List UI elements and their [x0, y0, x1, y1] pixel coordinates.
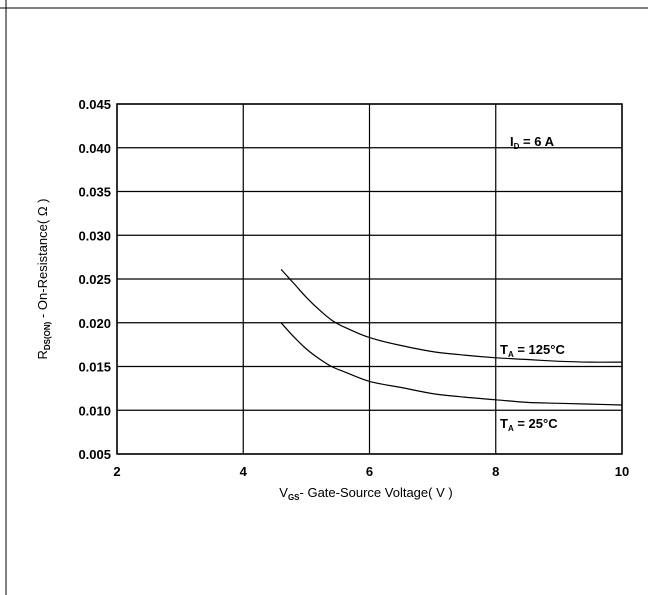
x-tick-label: 6 [366, 464, 373, 479]
y-tick-labels: 0.005 0.010 0.015 0.020 0.025 0.030 0.035 0.040… [78, 97, 111, 462]
x-tick-label: 8 [492, 464, 499, 479]
y-tick-label: 0.020 [78, 316, 111, 331]
y-tick-label: 0.040 [78, 141, 111, 156]
x-tick-labels: 2 4 6 8 10 [113, 464, 629, 479]
y-tick-label: 0.025 [78, 272, 111, 287]
y-tick-label: 0.045 [78, 97, 111, 112]
x-tick-label: 4 [240, 464, 248, 479]
series-line-125c [280, 268, 623, 363]
series-label-125c: TA = 125°C [500, 342, 565, 359]
plot-area-border [116, 103, 623, 455]
y-tick-label: 0.035 [78, 185, 111, 200]
x-tick-label: 10 [615, 464, 629, 479]
series-line-25c [280, 322, 623, 406]
grid-lines [116, 103, 623, 455]
series-label-25c: TA = 25°C [500, 416, 558, 433]
y-axis-label: RDS(ON) - On-Resistance( Ω ) [35, 199, 52, 360]
y-tick-label: 0.010 [78, 403, 111, 418]
y-tick-label: 0.015 [78, 360, 111, 375]
y-tick-label: 0.005 [78, 447, 111, 462]
x-tick-label: 2 [113, 464, 120, 479]
y-tick-label: 0.030 [78, 228, 111, 243]
x-axis-label: VGS- Gate-Source Voltage( V ) [279, 485, 452, 502]
data-series [280, 268, 623, 406]
condition-annotation: ID = 6 A [510, 134, 555, 151]
